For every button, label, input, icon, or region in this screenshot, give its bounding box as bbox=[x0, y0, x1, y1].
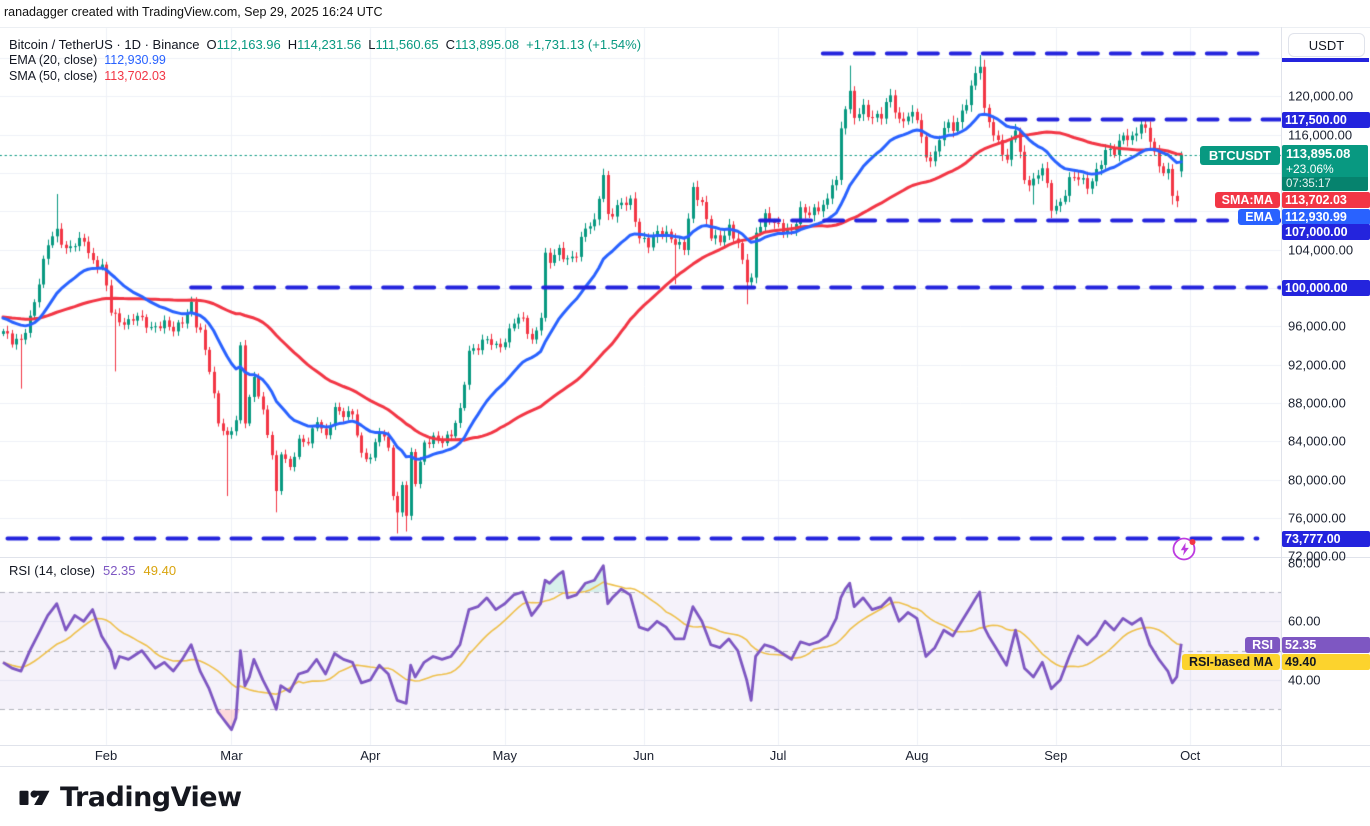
symbol-price-pill: BTCUSDT bbox=[1199, 146, 1280, 165]
symbol-legend[interactable]: Bitcoin / TetherUS · 1D · Binance O112,16… bbox=[9, 37, 642, 52]
time-axis-month-sep: Sep bbox=[1044, 748, 1068, 763]
time-axis-month-jun: Jun bbox=[633, 748, 655, 763]
level-label-100000[interactable]: 100,000.00 bbox=[1282, 280, 1370, 296]
price-scale-tick: 96,000.00 bbox=[1288, 318, 1346, 334]
current-price: 113,895.08 bbox=[1286, 146, 1351, 161]
bar-countdown: 07:35:17 bbox=[1282, 177, 1368, 191]
rsi-ma-value: 49.40 bbox=[143, 563, 177, 578]
rsi-scale-badge: 52.35 bbox=[1282, 637, 1370, 653]
rsi-value: 52.35 bbox=[102, 563, 136, 578]
time-axis-month-mar: Mar bbox=[220, 748, 243, 763]
current-change-pct: +23.06% bbox=[1286, 162, 1334, 176]
currency-toggle-button[interactable]: USDT bbox=[1288, 33, 1365, 57]
price-scale-tick: 88,000.00 bbox=[1288, 395, 1346, 411]
alert-flash-icon[interactable] bbox=[1171, 534, 1199, 567]
rsi-ma-scale-badge: 49.40 bbox=[1282, 654, 1370, 670]
chart-bottom-border bbox=[0, 766, 1370, 767]
time-axis-month-may: May bbox=[492, 748, 518, 763]
sma-legend[interactable]: SMA (50, close) 113,702.03 bbox=[9, 69, 166, 83]
time-axis-month-jul: Jul bbox=[769, 748, 787, 763]
current-price-label[interactable]: 113,895.08 +23.06% 07:35:17 bbox=[1282, 145, 1368, 191]
price-scale-tick: 104,000.00 bbox=[1288, 242, 1354, 258]
ema-legend[interactable]: EMA (20, close) 112,930.99 bbox=[9, 53, 166, 67]
price-scale-tick: 72,000.00 bbox=[1288, 548, 1346, 564]
symbol-title: Bitcoin / TetherUS · 1D · Binance bbox=[9, 37, 200, 52]
level-label-73777[interactable]: 73,777.00 bbox=[1282, 531, 1370, 547]
rsi-legend[interactable]: RSI (14, close) 52.35 49.40 bbox=[9, 563, 177, 578]
sma-pill: SMA:MA bbox=[1214, 192, 1280, 208]
ema-value: 112,930.99 bbox=[104, 53, 166, 67]
time-axis-month-oct: Oct bbox=[1180, 748, 1201, 763]
time-axis-month-apr: Apr bbox=[360, 748, 381, 763]
price-scale-tick: 80,000.00 bbox=[1288, 472, 1346, 488]
tradingview-logo[interactable]: TradingView bbox=[18, 781, 242, 814]
pane-divider[interactable] bbox=[0, 557, 1370, 558]
price-scale-tick: 84,000.00 bbox=[1288, 433, 1346, 449]
price-scale-divider bbox=[1281, 27, 1282, 766]
attribution-text: ranadagger created with TradingView.com,… bbox=[4, 5, 383, 19]
ema-price-badge: 112,930.99 bbox=[1282, 209, 1370, 225]
price-scale-tick: 92,000.00 bbox=[1288, 357, 1346, 373]
price-chart-canvas[interactable] bbox=[0, 0, 1281, 766]
ema-pill: EMA bbox=[1238, 209, 1280, 225]
rsi-ma-pill: RSI-based MA bbox=[1181, 654, 1280, 670]
tradingview-mark-icon bbox=[19, 790, 50, 805]
clipped-level-label bbox=[1282, 58, 1369, 62]
tradingview-wordmark: TradingView bbox=[60, 782, 242, 813]
level-label-107000[interactable]: 107,000.00 bbox=[1282, 224, 1370, 240]
rsi-scale-tick: 60.00 bbox=[1288, 613, 1321, 629]
price-scale-tick: 120,000.00 bbox=[1288, 88, 1354, 104]
sma-price-badge: 113,702.03 bbox=[1282, 192, 1370, 208]
time-axis-divider bbox=[0, 745, 1370, 746]
daily-change: +1,731.13 (+1.54%) bbox=[526, 37, 642, 52]
price-scale-tick: 76,000.00 bbox=[1288, 510, 1346, 526]
divider bbox=[0, 27, 1370, 28]
time-axis-month-aug: Aug bbox=[905, 748, 929, 763]
time-axis-month-feb: Feb bbox=[94, 748, 118, 763]
rsi-scale-tick: 40.00 bbox=[1288, 672, 1321, 688]
rsi-pill: RSI bbox=[1245, 637, 1280, 653]
sma-value: 113,702.03 bbox=[104, 69, 166, 83]
rsi-scale-tick: 80.00 bbox=[1288, 555, 1321, 571]
level-label-117500[interactable]: 117,500.00 bbox=[1282, 112, 1370, 128]
price-scale-tick: 116,000.00 bbox=[1288, 127, 1353, 143]
